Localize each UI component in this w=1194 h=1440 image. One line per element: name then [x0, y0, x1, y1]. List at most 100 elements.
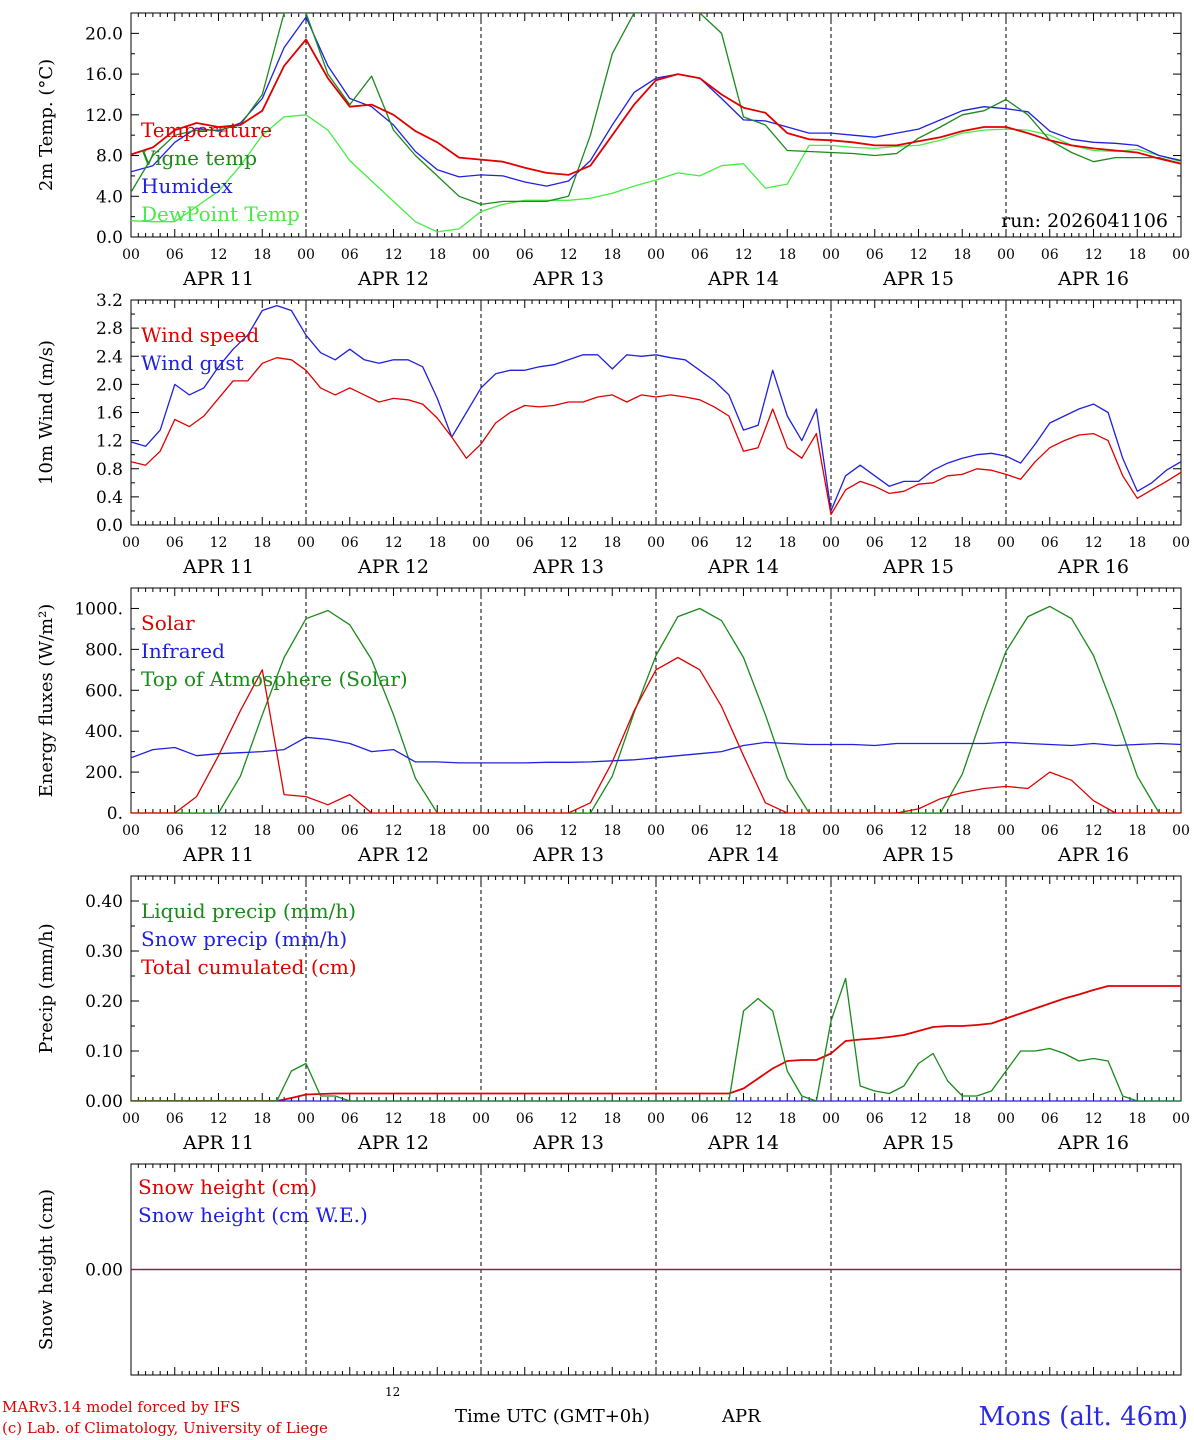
series-line-dewpoint-temp [131, 114, 1181, 233]
x-hour-label: 06 [516, 535, 534, 551]
x-hour-label: 00 [1172, 823, 1190, 839]
legend-entry: Solar [141, 611, 195, 635]
x-hour-label: 12 [210, 1111, 228, 1127]
x-hour-label: 12 [385, 1111, 403, 1127]
x-hour-label: 06 [341, 1111, 359, 1127]
series-line-wind-speed [131, 357, 1181, 516]
x-hour-label: 06 [866, 823, 884, 839]
x-hour-label: 00 [297, 1111, 315, 1127]
x-hour-label: 12 [1085, 1111, 1103, 1127]
x-hour-label: 00 [647, 535, 665, 551]
y-tick-label: 0.0 [96, 516, 123, 536]
x-hour-label: 12 [385, 823, 403, 839]
run-annotation: run: 2026041106 [1001, 210, 1168, 232]
x-hour-label: 00 [822, 1111, 840, 1127]
x-hour-label: 12 [1085, 247, 1103, 263]
legend-entry: Wind speed [141, 323, 259, 347]
x-hour-label: 18 [603, 535, 621, 551]
x-hour-label: 18 [953, 247, 971, 263]
chart-panel-precip: 0.00 0.10 0.20 0.30 0.40 Precip (mm/h) 00 06 12 1… [36, 875, 1190, 1154]
x-hour-label: 12 [210, 535, 228, 551]
x-day-label: APR 15 [882, 268, 954, 290]
x-hour-label: 18 [253, 1111, 271, 1127]
x-hour-label: 12 [560, 1111, 578, 1127]
y-axis-label: 2m Temp. (°C) [36, 59, 57, 191]
x-hour-label: 00 [1172, 247, 1190, 263]
x-hour-label: 06 [1041, 247, 1059, 263]
x-hour-label: 18 [778, 247, 796, 263]
series-line-top-of-atmosphere-solar- [131, 605, 1181, 813]
y-tick-label: 12.0 [85, 106, 123, 126]
x-hour-label: 06 [516, 247, 534, 263]
x-hour-label: 18 [253, 823, 271, 839]
x-hour-label: 00 [997, 535, 1015, 551]
y-tick-label: 1000. [74, 599, 123, 619]
x-hour-label: 06 [691, 247, 709, 263]
x-hour-label: 00 [472, 823, 490, 839]
chart-panel-wind: 0.0 0.4 0.8 1.2 1.6 2.0 2.4 2.8 3.2 10m Wind (m/s… [36, 291, 1190, 578]
x-hour-label: 06 [516, 823, 534, 839]
x-day-label: APR 16 [1057, 556, 1129, 578]
legend-entry: Top of Atmosphere (Solar) [141, 667, 408, 691]
series-line-temperature [131, 38, 1181, 176]
x-hour-label: 12 [385, 535, 403, 551]
x-hour-label: 06 [166, 247, 184, 263]
x-day-label: APR 16 [1057, 1132, 1129, 1154]
station-title: Mons (alt. 46m) [978, 1402, 1188, 1432]
x-day-label: APR 13 [532, 268, 604, 290]
x-hour-label: 12 [910, 247, 928, 263]
x-hour-label: 06 [166, 535, 184, 551]
series-line-vigne-temp [131, 13, 1181, 206]
y-tick-label: 16.0 [85, 65, 123, 85]
lab-credit-line: (c) Lab. of Climatology, University of L… [2, 1419, 328, 1437]
x-hour-label: 06 [691, 535, 709, 551]
legend-entry: Temperature [141, 118, 272, 142]
legend-entry: Humidex [141, 174, 233, 198]
y-tick-label: 400. [85, 722, 123, 742]
x-hour-label: 00 [122, 1111, 140, 1127]
y-axis-label: Energy fluxes (W/m²) [36, 604, 57, 798]
x-hour-label: 12 [735, 1111, 753, 1127]
x-hour-label: 18 [1128, 1111, 1146, 1127]
x-hour-label: 18 [778, 1111, 796, 1127]
x-hour-label: 18 [428, 535, 446, 551]
x-day-label: APR 16 [1057, 844, 1129, 866]
x-hour-label: 12 [910, 535, 928, 551]
x-hour-label: 12 [1085, 823, 1103, 839]
x-hour-label: 18 [253, 247, 271, 263]
y-tick-label: 0.40 [85, 892, 123, 912]
x-day-label: APR 11 [182, 268, 254, 290]
x-hour-label: 12 [560, 247, 578, 263]
legend-entry: DewPoint Temp [141, 202, 300, 226]
x-hour-label: 00 [647, 1111, 665, 1127]
x-hour-label: 18 [428, 1111, 446, 1127]
x-hour-label: 00 [997, 823, 1015, 839]
x-day-label: APR 13 [532, 844, 604, 866]
x-hour-label: 00 [297, 247, 315, 263]
x-day-label: APR 13 [532, 1132, 604, 1154]
x-hour-label: 00 [997, 1111, 1015, 1127]
x-day-label: APR 11 [182, 844, 254, 866]
x-hour-label: 12 [735, 247, 753, 263]
x-hour-label: 06 [691, 1111, 709, 1127]
x-hour-label: 06 [1041, 1111, 1059, 1127]
x-day-label: APR 15 [882, 844, 954, 866]
x-hour-label: 18 [953, 823, 971, 839]
x-hour-label: 00 [297, 535, 315, 551]
y-tick-label: 2.0 [96, 375, 123, 395]
legend-entry: Total cumulated (cm) [141, 955, 357, 979]
y-tick-label: 0.4 [96, 488, 123, 508]
x-hour-label: 18 [253, 535, 271, 551]
month-label: APR [722, 1406, 761, 1427]
x-hour-label: 12 [210, 247, 228, 263]
x-hour-label: 12 [735, 823, 753, 839]
x-hour-label: 06 [166, 823, 184, 839]
y-tick-label: 200. [85, 763, 123, 783]
series-line-infrared [131, 736, 1181, 764]
x-hour-label: 12 [385, 247, 403, 263]
x-day-label: APR 14 [707, 844, 779, 866]
x-day-label: APR 12 [357, 268, 429, 290]
y-tick-label: 800. [85, 640, 123, 660]
x-hour-label: 00 [1172, 1111, 1190, 1127]
y-tick-label: 600. [85, 681, 123, 701]
